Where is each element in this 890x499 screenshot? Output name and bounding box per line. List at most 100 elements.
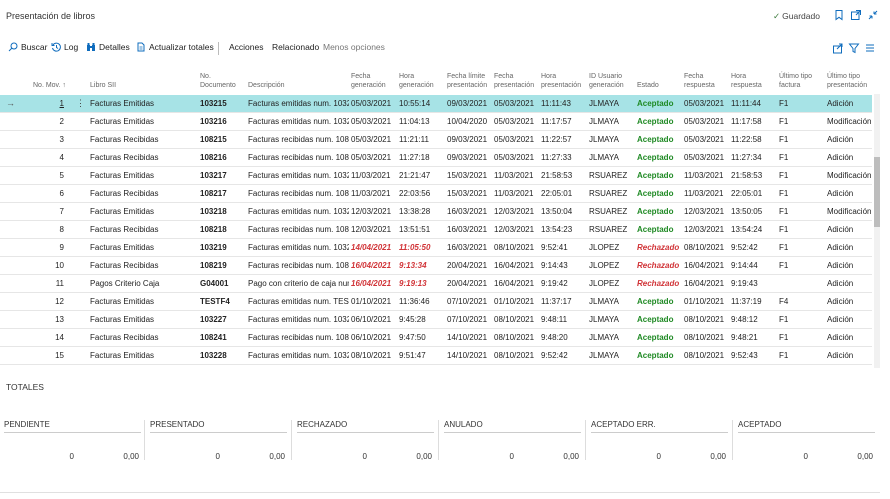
- col-fecha-generacion[interactable]: Fecha generación: [351, 72, 386, 90]
- table-row[interactable]: 2 Facturas Emitidas 103216 Facturas emitida…: [0, 113, 872, 131]
- totales-amount[interactable]: 0,00: [269, 452, 285, 461]
- cell-no[interactable]: 2: [59, 117, 64, 126]
- cell-fresp: 11/03/2021: [684, 189, 724, 198]
- table-row[interactable]: 8 Facturas Recibidas 108218 Facturas recibi…: [0, 221, 872, 239]
- relacionado-menu[interactable]: Relacionado: [272, 42, 319, 52]
- cell-no[interactable]: 12: [55, 297, 64, 306]
- totales-count[interactable]: 0: [509, 452, 514, 461]
- col-id-usuario-l2: generación: [589, 82, 624, 89]
- col-no-documento[interactable]: No. Documento: [200, 72, 236, 90]
- cell-no[interactable]: 7: [59, 207, 64, 216]
- row-actions-icon[interactable]: ⋮: [76, 98, 85, 108]
- col-hora-generacion[interactable]: Hora generación: [399, 72, 434, 90]
- table-row[interactable]: 6 Facturas Recibidas 108217 Facturas recibi…: [0, 185, 872, 203]
- totales-count[interactable]: 0: [215, 452, 220, 461]
- cell-hresp: 9:19:43: [731, 279, 758, 288]
- cell-tipo: F1: [779, 171, 789, 180]
- cell-no[interactable]: 6: [59, 189, 64, 198]
- table-row[interactable]: → ⋮ 1 Facturas Emitidas 103215 Facturas emiti…: [0, 95, 872, 113]
- cell-no[interactable]: 13: [55, 315, 64, 324]
- cell-fresp: 12/03/2021: [684, 207, 725, 216]
- table-row[interactable]: 15 Facturas Emitidas 103228 Facturas emitid…: [0, 347, 872, 365]
- list-view-icon[interactable]: [864, 42, 876, 54]
- scrollbar-thumb[interactable]: [874, 157, 880, 227]
- cell-doc: 103219: [200, 243, 227, 252]
- col-descripcion[interactable]: Descripción: [248, 82, 285, 89]
- open-new-window-icon[interactable]: [850, 9, 862, 21]
- col-hora-respuesta[interactable]: Hora respuesta: [731, 72, 762, 90]
- cell-no[interactable]: 14: [55, 333, 64, 342]
- col-no-mov[interactable]: No. Mov. ↑: [33, 82, 66, 89]
- cell-hgen: 11:27:18: [399, 153, 430, 162]
- totales-count[interactable]: 0: [656, 452, 661, 461]
- cell-desc: Facturas recibidas num. 108218: [248, 225, 349, 234]
- share-icon[interactable]: [832, 42, 844, 54]
- cell-no[interactable]: 11: [55, 279, 64, 288]
- cell-no[interactable]: 5: [59, 171, 64, 180]
- cell-hgen: 11:04:13: [399, 117, 430, 126]
- totales-amount[interactable]: 0,00: [710, 452, 726, 461]
- col-fecha-presentacion[interactable]: Fecha presentación: [494, 72, 534, 90]
- cell-hpres: 13:50:04: [541, 207, 573, 216]
- totales-count[interactable]: 0: [362, 452, 367, 461]
- cell-flim: 09/03/2021: [447, 135, 488, 144]
- col-libro-sii[interactable]: Libro SII: [90, 82, 117, 89]
- bookmark-icon[interactable]: [833, 9, 845, 21]
- buscar-button[interactable]: Buscar: [8, 42, 47, 52]
- table-row[interactable]: 11 Pagos Criterio Caja G04001 Pago con crit…: [0, 275, 872, 293]
- totales-count[interactable]: 0: [803, 452, 808, 461]
- table-row[interactable]: 9 Facturas Emitidas 103219 Facturas emitida…: [0, 239, 872, 257]
- cell-no[interactable]: 8: [59, 225, 64, 234]
- totales-amount[interactable]: 0,00: [123, 452, 139, 461]
- totales-amount[interactable]: 0,00: [857, 452, 873, 461]
- cell-no[interactable]: 10: [55, 261, 64, 270]
- cell-no[interactable]: 15: [55, 351, 64, 360]
- cell-no[interactable]: 1: [59, 99, 64, 108]
- table-row[interactable]: 10 Facturas Recibidas 108219 Facturas recib…: [0, 257, 872, 275]
- col-hora-generacion-l1: Hora: [399, 73, 415, 80]
- totales-amount[interactable]: 0,00: [563, 452, 579, 461]
- col-estado[interactable]: Estado: [637, 82, 659, 89]
- col-fecha-respuesta[interactable]: Fecha respuesta: [684, 72, 715, 90]
- totales-count[interactable]: 0: [69, 452, 74, 461]
- table-row[interactable]: 4 Facturas Recibidas 108216 Facturas recibi…: [0, 149, 872, 167]
- cell-no[interactable]: 4: [59, 153, 64, 162]
- cell-user: JLMAYA: [589, 315, 619, 324]
- col-hora-presentacion[interactable]: Hora presentación: [541, 72, 581, 90]
- acciones-menu[interactable]: Acciones: [229, 42, 264, 52]
- table-row[interactable]: 3 Facturas Recibidas 108215 Facturas recibi…: [0, 131, 872, 149]
- col-id-usuario[interactable]: ID Usuario generación: [589, 72, 624, 90]
- totales-amount[interactable]: 0,00: [416, 452, 432, 461]
- menos-opciones-button[interactable]: Menos opciones: [323, 42, 385, 52]
- col-ultimo-tipo-presentacion[interactable]: Último tipo presentación: [827, 72, 867, 90]
- table-row[interactable]: 13 Facturas Emitidas 103227 Facturas emitid…: [0, 311, 872, 329]
- cell-fresp: 16/04/2021: [684, 261, 725, 270]
- cell-hgen: 9:19:13: [399, 279, 427, 288]
- cell-user: JLOPEZ: [589, 243, 620, 252]
- relacionado-label: Relacionado: [272, 42, 320, 52]
- cell-no[interactable]: 3: [59, 135, 64, 144]
- log-button[interactable]: Log: [51, 42, 78, 52]
- totales-group: ACEPTADO 0 0,00: [738, 412, 875, 470]
- col-ultimo-tipo-factura[interactable]: Último tipo factura: [779, 72, 812, 90]
- vertical-scrollbar[interactable]: [874, 94, 880, 368]
- cell-estado: Aceptado: [637, 135, 674, 144]
- table-row[interactable]: 7 Facturas Emitidas 103218 Facturas emitida…: [0, 203, 872, 221]
- detalles-button[interactable]: Detalles: [86, 42, 130, 52]
- cell-fgen: 06/10/2021: [351, 333, 392, 342]
- totales-divider: [297, 432, 434, 433]
- col-fecha-limite[interactable]: Fecha límite presentación: [447, 72, 487, 90]
- actualizar-totales-button[interactable]: Actualizar totales: [136, 42, 214, 52]
- cell-libro: Facturas Recibidas: [90, 153, 159, 162]
- filter-icon[interactable]: [848, 42, 860, 54]
- table-row[interactable]: 12 Facturas Emitidas TESTF4 Facturas emitid…: [0, 293, 872, 311]
- search-icon: [8, 42, 18, 52]
- cell-hgen: 11:36:46: [399, 297, 430, 306]
- cell-hpres: 11:11:43: [541, 99, 571, 108]
- table-row[interactable]: 14 Facturas Recibidas 108241 Facturas recib…: [0, 329, 872, 347]
- cell-no[interactable]: 9: [59, 243, 64, 252]
- table-row[interactable]: 5 Facturas Emitidas 103217 Facturas emitida…: [0, 167, 872, 185]
- collapse-icon[interactable]: [867, 9, 879, 21]
- cell-doc: 103218: [200, 207, 227, 216]
- cell-fpres: 11/03/2021: [494, 189, 534, 198]
